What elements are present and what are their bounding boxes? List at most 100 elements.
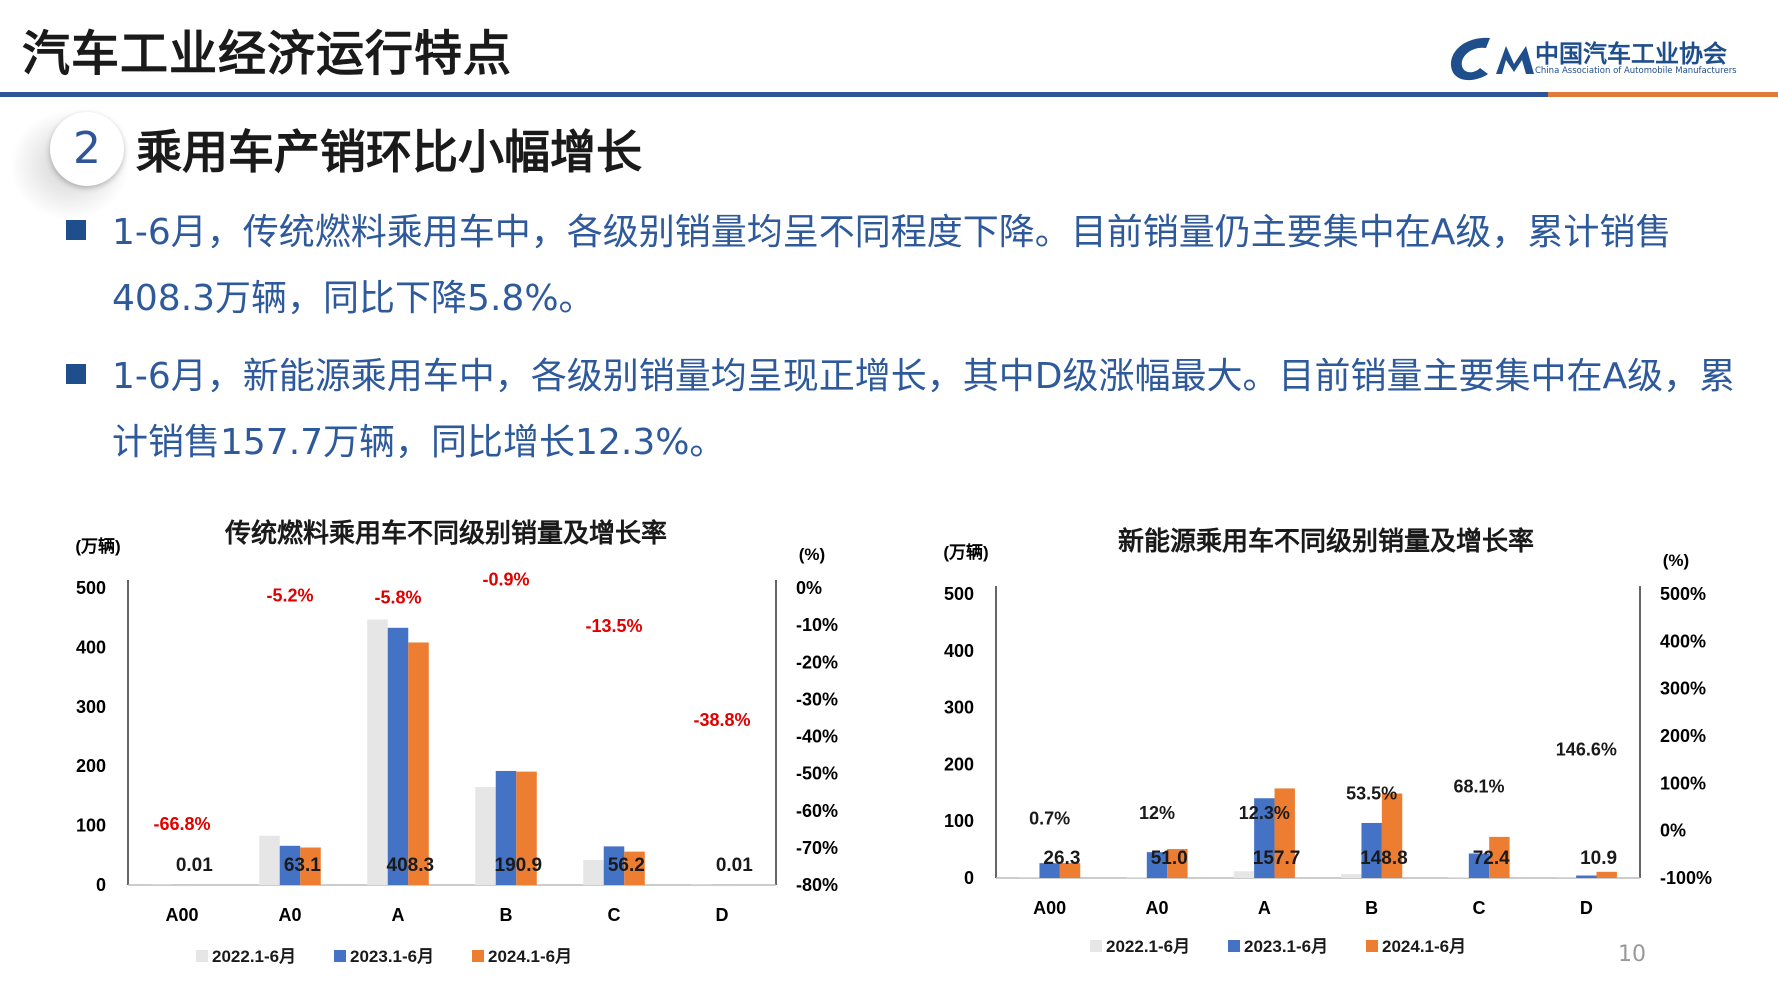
right-tick-label: -10%	[796, 615, 838, 635]
left-tick-label: 300	[944, 698, 974, 718]
bar-C-series-1	[583, 860, 604, 885]
legend-label: 2024.1-6月	[1382, 937, 1466, 956]
category-label: C	[608, 905, 621, 925]
logo-mark-icon	[1451, 37, 1490, 81]
bullet-square-icon	[66, 220, 86, 240]
value-label: 157.7	[1253, 848, 1301, 869]
right-tick-label: -70%	[796, 838, 838, 858]
category-label: D	[716, 905, 729, 925]
bar-A0-series-2	[1146, 852, 1168, 878]
left-tick-label: 100	[944, 811, 974, 831]
section-number-badge	[50, 112, 124, 186]
right-tick-label: 300%	[1660, 679, 1706, 699]
growth-rate-label: -0.9%	[482, 569, 529, 589]
value-label: 148.8	[1360, 848, 1408, 869]
fuel-car-sales-chart: 传统燃料乘用车不同级别销量及增长率 (万辆) (%) 0 100 200 300 400 500…	[75, 518, 838, 966]
value-label: 26.3	[1043, 848, 1080, 869]
right-tick-label: 500%	[1660, 584, 1706, 604]
bullet-text-2: 1-6月，新能源乘用车中，各级别销量均呈现正增长，其中D级涨幅最大。目前销量主要…	[112, 356, 1736, 463]
bar-C-series-2	[603, 846, 625, 885]
bar-D-series-2	[1576, 875, 1597, 878]
left-tick-label: 200	[76, 756, 106, 776]
bar-B-series-1	[1341, 874, 1362, 878]
right-tick-label: 200%	[1660, 726, 1706, 746]
header-divider	[0, 92, 1778, 97]
page-number: 10	[1618, 942, 1646, 967]
left-tick-label: 500	[944, 584, 974, 604]
right-tick-label: -100%	[1660, 868, 1712, 888]
bar-B-series-2	[1361, 822, 1382, 878]
bullet-text-1: 1-6月，传统燃料乘用车中，各级别销量均呈不同程度下降。目前销量仍主要集中在A级…	[112, 212, 1672, 319]
bar-C-series-3	[624, 851, 645, 885]
logo-chinese-name: 中国汽车工业协会	[1535, 40, 1727, 68]
left-tick-label: 0	[96, 875, 106, 895]
page-title: 汽车工业经济运行特点	[22, 26, 513, 82]
category-label: A	[1258, 898, 1271, 918]
legend-swatch	[472, 950, 484, 962]
growth-rate-label: 146.6%	[1556, 739, 1617, 759]
legend-swatch	[1228, 940, 1240, 952]
growth-rate-label: 0.7%	[1029, 808, 1070, 828]
bar-A00-series-2	[1039, 863, 1060, 878]
value-label: 190.9	[495, 855, 543, 876]
legend-label: 2022.1-6月	[212, 947, 296, 966]
bar-A00-series-3	[1059, 863, 1081, 878]
value-label: 63.1	[284, 855, 321, 876]
left-tick-label: 400	[76, 637, 106, 657]
right-tick-label: -60%	[796, 801, 838, 821]
right-tick-label: 400%	[1660, 631, 1706, 651]
bar-A0-series-3	[1167, 849, 1188, 878]
header-divider-accent	[1548, 92, 1778, 97]
section-number: 2	[73, 123, 101, 174]
category-label: B	[1365, 898, 1378, 918]
section-heading: 乘用车产销环比小幅增长	[136, 125, 642, 179]
left-axis-unit: (万辆)	[75, 536, 120, 556]
category-label: A00	[165, 905, 198, 925]
value-label: 408.3	[387, 855, 435, 876]
bar-A-series-3	[408, 642, 429, 885]
caam-logo	[1451, 37, 1534, 81]
growth-rate-label: 12.3%	[1239, 803, 1290, 823]
value-label: 56.2	[608, 855, 645, 876]
bar-A-series-1	[1233, 871, 1255, 878]
right-tick-label: 0%	[796, 578, 822, 598]
bar-A0-series-3	[300, 847, 321, 885]
bar-A-series-2	[1254, 798, 1275, 878]
bar-C-series-1	[1448, 877, 1469, 878]
category-label: D	[1580, 898, 1593, 918]
growth-rate-label: 53.5%	[1346, 783, 1397, 803]
growth-rate-label: -5.8%	[374, 588, 421, 608]
right-tick-label: -50%	[796, 764, 838, 784]
right-tick-label: -40%	[796, 727, 838, 747]
bar-A0-series-2	[279, 845, 301, 885]
growth-rate-label: -5.2%	[266, 585, 313, 605]
bar-A-series-3	[1274, 788, 1295, 878]
left-tick-label: 400	[944, 641, 974, 661]
chart-title: 传统燃料乘用车不同级别销量及增长率	[224, 518, 667, 548]
category-label: B	[500, 905, 513, 925]
bar-A0-series-1	[259, 835, 280, 885]
nev-sales-chart: 新能源乘用车不同级别销量及增长率 (万辆) (%) 0 100 200 300 400 500 -…	[943, 526, 1712, 956]
bar-A0-series-1	[1126, 877, 1147, 878]
category-label: A0	[278, 905, 301, 925]
growth-rate-label: -66.8%	[153, 814, 210, 834]
bar-A-series-1	[367, 619, 388, 885]
growth-rate-label: -38.8%	[693, 710, 750, 730]
growth-rate-label: 68.1%	[1453, 776, 1504, 796]
right-tick-label: -20%	[796, 652, 838, 672]
bar-B-series-2	[495, 770, 517, 885]
right-tick-label: 0%	[1660, 821, 1686, 841]
bar-C-series-2	[1468, 853, 1490, 878]
value-label: 0.01	[716, 855, 753, 876]
chart-title: 新能源乘用车不同级别销量及增长率	[1118, 526, 1534, 556]
left-axis-unit: (万辆)	[943, 542, 988, 562]
bar-C-series-3	[1489, 836, 1510, 878]
left-tick-label: 300	[76, 697, 106, 717]
legend-swatch	[196, 950, 208, 962]
legend-label: 2023.1-6月	[1244, 937, 1328, 956]
left-tick-label: 0	[964, 868, 974, 888]
category-label: C	[1473, 898, 1486, 918]
bar-A-series-2	[387, 627, 409, 885]
value-label: 72.4	[1473, 848, 1510, 869]
legend-swatch	[1090, 940, 1102, 952]
